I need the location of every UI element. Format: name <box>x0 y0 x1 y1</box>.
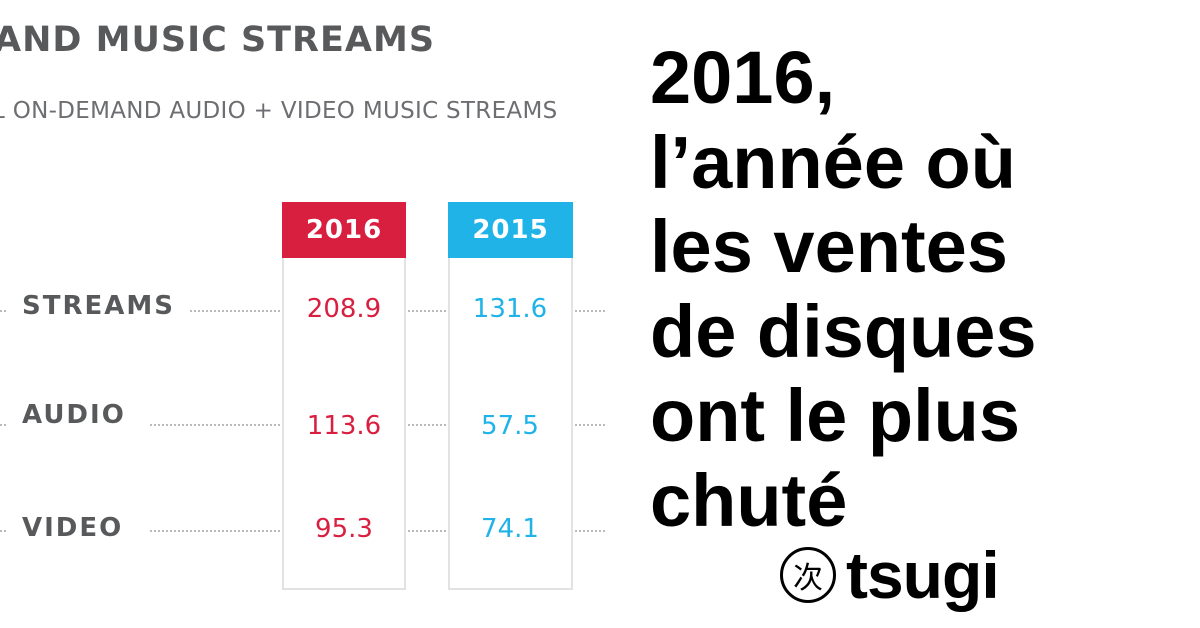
headline-line: l’année où <box>650 120 1016 204</box>
headline-line: chuté <box>650 458 848 542</box>
value-2016-audio: 113.6 <box>306 411 382 441</box>
headline-line: 2016, <box>650 36 836 119</box>
column-header-2016: 2016 <box>282 202 406 258</box>
value-2015-video: 74.1 <box>481 514 539 544</box>
column-2015: 2015 <box>448 202 573 590</box>
row-label-audio: AUDIO <box>22 400 126 430</box>
chart-subtitle: L ON-DEMAND AUDIO + VIDEO MUSIC STREAMS <box>0 98 558 124</box>
row-label-streams: STREAMS <box>22 291 175 321</box>
chart-title: AND MUSIC STREAMS <box>0 20 436 60</box>
row-leader <box>575 530 605 532</box>
row-leader <box>0 530 6 532</box>
row-leader <box>150 424 280 426</box>
row-leader <box>408 310 446 312</box>
headline: 2016, l’année où les ventes de disques o… <box>650 36 1190 543</box>
row-leader <box>0 310 6 312</box>
column-header-2015: 2015 <box>448 202 573 258</box>
brand-logo: 次 tsugi <box>780 538 1000 612</box>
column-2016: 2016 <box>282 202 406 590</box>
row-leader <box>0 424 6 426</box>
row-leader <box>575 424 605 426</box>
chart-image: AND MUSIC STREAMS L ON-DEMAND AUDIO + VI… <box>0 20 605 590</box>
headline-line: ont le plus <box>650 374 1020 457</box>
row-leader <box>408 424 446 426</box>
row-leader <box>575 310 605 312</box>
row-label-video: VIDEO <box>22 513 124 543</box>
value-2015-audio: 57.5 <box>481 411 539 441</box>
brand-mark-icon: 次 <box>780 547 836 603</box>
row-leader <box>408 530 446 532</box>
value-2016-streams: 208.9 <box>306 294 382 324</box>
row-leader <box>150 530 280 532</box>
headline-line: de disques <box>650 289 1037 373</box>
headline-line: les ventes <box>650 205 1008 288</box>
brand-name: tsugi <box>846 538 1000 612</box>
row-leader <box>190 310 280 312</box>
value-2016-video: 95.3 <box>315 514 373 544</box>
value-2015-streams: 131.6 <box>472 294 548 324</box>
